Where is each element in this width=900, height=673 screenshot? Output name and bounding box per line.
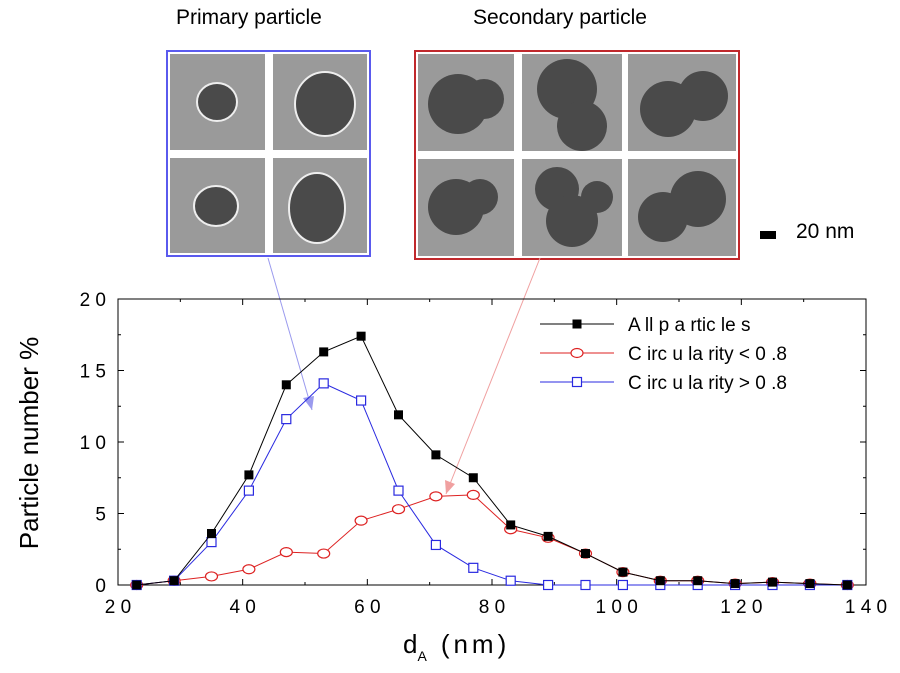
data-point-all-particles	[356, 331, 366, 341]
tem-cell	[628, 54, 736, 151]
series-circularity-0-8	[131, 378, 853, 591]
tem-cell	[170, 54, 265, 150]
data-point-circularity-0-8	[580, 579, 591, 591]
data-point-circularity-0-8	[281, 414, 292, 425]
data-point-all-particles	[543, 531, 553, 541]
data-point-circularity-0-8	[318, 378, 329, 389]
data-point-all-particles	[319, 347, 329, 357]
data-point-all-particles	[244, 470, 254, 480]
plot-area-frame	[117, 298, 867, 586]
data-point-all-particles	[506, 520, 516, 530]
secondary-pointer-arrowhead	[445, 480, 455, 494]
scale-bar-label: 20 nm	[796, 220, 855, 243]
x-axis-label-unit: (nm)	[441, 629, 510, 659]
data-point-all-particles	[655, 576, 665, 586]
series-all-particles	[132, 331, 852, 590]
data-point-all-particles	[730, 579, 740, 589]
x-axis-label-subscript: A	[417, 648, 427, 664]
x-axis-label: dA (nm)	[403, 629, 510, 664]
y-tick-label: 1 0	[80, 433, 106, 454]
tem-cell	[522, 159, 622, 256]
data-point-circularity-0-8	[356, 395, 367, 406]
legend-label: C irc u la rity < 0 .8	[628, 344, 787, 365]
data-point-circularity-0-8	[542, 579, 554, 591]
data-point-circularity-0-8	[354, 515, 368, 526]
secondary-pointer-arrow	[445, 257, 541, 495]
series-line-circularity-0-8	[136, 382, 848, 586]
series-layer	[130, 331, 854, 591]
tem-cell	[273, 158, 367, 253]
data-point-all-particles	[693, 576, 703, 586]
data-point-circularity-0-8	[466, 489, 480, 501]
legend-marker	[570, 347, 584, 359]
x-axis-label-main: d	[403, 629, 417, 659]
data-point-all-particles	[768, 577, 777, 587]
data-point-all-particles	[132, 580, 142, 590]
y-tick-label: 2 0	[80, 290, 106, 311]
tem-cell	[418, 159, 514, 256]
x-tick-label: 6 0	[354, 597, 380, 618]
x-tick-label: 1 0 0	[596, 597, 638, 618]
data-point-all-particles	[618, 567, 628, 577]
data-point-circularity-0-8	[206, 536, 217, 548]
data-point-all-particles	[805, 579, 815, 589]
data-point-all-particles	[169, 576, 179, 586]
y-axis-label: Particle number %	[14, 337, 44, 549]
x-tick-label: 1 2 0	[720, 597, 762, 618]
data-point-all-particles	[207, 529, 216, 539]
x-tick-label: 1 4 0	[845, 597, 887, 618]
data-point-all-particles	[394, 410, 403, 420]
tem-cell	[418, 54, 514, 151]
data-point-all-particles	[468, 473, 478, 483]
y-tick-label: 0	[95, 576, 106, 597]
primary-pointer-arrowhead	[303, 396, 314, 410]
primary-pointer-arrow	[267, 257, 313, 411]
tem-cell	[628, 159, 736, 256]
legend-layer: A ll p a rtic le s C irc u la rity < 0 .8…	[540, 315, 787, 394]
x-tick-label: 4 0	[229, 597, 255, 618]
tem-cell	[273, 54, 367, 150]
data-point-all-particles	[431, 450, 441, 460]
data-point-circularity-0-8	[393, 485, 404, 496]
tem-cell	[170, 158, 265, 253]
tem-cell	[522, 54, 622, 151]
axes-layer: 2 0 4 0 6 0 8 0 1 0 0 1 2 0 1 4 0 0 5 1 0 1 5 2 0	[80, 290, 888, 618]
primary-particle-title: Primary particle	[176, 6, 322, 29]
data-point-circularity-0-8	[429, 491, 443, 502]
data-point-circularity-0-8	[505, 575, 516, 586]
data-point-circularity-0-8	[317, 548, 331, 559]
data-point-circularity-0-8	[617, 579, 629, 591]
y-tick-label: 1 5	[80, 362, 106, 383]
legend-label: C irc u la rity > 0 .8	[628, 373, 787, 394]
data-point-all-particles	[842, 580, 852, 590]
data-point-circularity-0-8	[204, 571, 219, 582]
data-point-all-particles	[281, 380, 291, 390]
legend-marker	[571, 376, 583, 388]
legend-label: A ll p a rtic le s	[628, 315, 751, 336]
secondary-particle-image	[414, 50, 740, 260]
secondary-particle-title: Secondary particle	[473, 6, 647, 29]
data-point-circularity-0-8	[468, 562, 479, 573]
legend-marker	[572, 319, 582, 329]
data-point-all-particles	[581, 549, 590, 559]
data-point-circularity-0-8	[242, 564, 256, 575]
data-point-circularity-0-8	[430, 539, 441, 551]
scale-bar	[760, 231, 776, 239]
data-point-circularity-0-8	[243, 485, 254, 496]
data-point-circularity-0-8	[279, 547, 293, 558]
y-tick-label: 5	[95, 505, 106, 526]
series-line-all-particles	[136, 335, 848, 586]
x-tick-label: 8 0	[479, 597, 505, 618]
x-tick-label: 2 0	[105, 597, 131, 618]
data-point-circularity-0-8	[391, 504, 406, 515]
primary-particle-image	[166, 50, 371, 257]
